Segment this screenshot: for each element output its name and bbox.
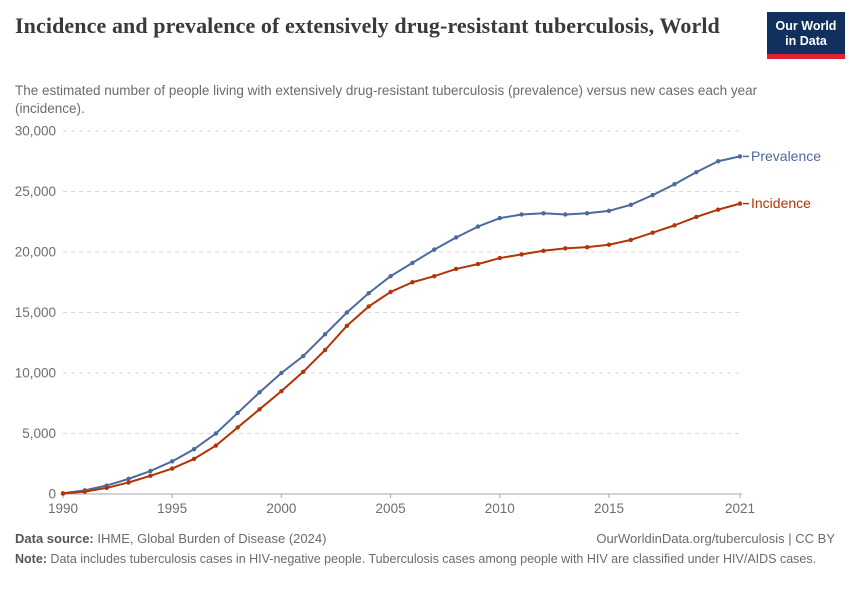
- x-tick-label: 2000: [266, 501, 296, 516]
- series-point-prevalence[interactable]: [191, 447, 197, 452]
- series-point-prevalence[interactable]: [541, 211, 546, 216]
- footer-link-text[interactable]: OurWorldinData.org/tuberculosis | CC BY: [596, 531, 835, 546]
- series-point-incidence[interactable]: [672, 223, 677, 228]
- series-point-incidence[interactable]: [628, 237, 634, 243]
- series-point-incidence[interactable]: [541, 248, 546, 253]
- series-point-prevalence[interactable]: [126, 476, 131, 482]
- series-point-prevalence[interactable]: [584, 211, 590, 216]
- series-point-prevalence[interactable]: [563, 212, 568, 217]
- series-point-incidence[interactable]: [104, 485, 109, 491]
- note-text: Note: Data includes tuberculosis cases i…: [15, 552, 835, 567]
- series-point-incidence[interactable]: [388, 289, 393, 295]
- x-tick-label: 2010: [485, 501, 515, 516]
- y-tick-label: 30,000: [15, 124, 56, 139]
- y-tick-label: 15,000: [15, 305, 56, 320]
- series-point-prevalence[interactable]: [388, 274, 393, 279]
- series-point-incidence[interactable]: [169, 466, 175, 471]
- series-point-prevalence[interactable]: [737, 154, 743, 159]
- series-point-prevalence[interactable]: [279, 370, 284, 376]
- series-point-prevalence[interactable]: [148, 468, 153, 474]
- data-source-label: Data source:: [15, 531, 94, 546]
- series-point-incidence[interactable]: [344, 323, 350, 329]
- y-tick-label: 10,000: [15, 366, 56, 381]
- series-point-incidence[interactable]: [148, 473, 153, 479]
- series-point-prevalence[interactable]: [650, 192, 655, 198]
- owid-logo: Our World in Data: [767, 12, 845, 59]
- series-point-prevalence[interactable]: [497, 215, 502, 221]
- series-point-incidence[interactable]: [694, 214, 699, 220]
- series-point-prevalence[interactable]: [628, 202, 634, 208]
- series-label-incidence[interactable]: Incidence: [751, 195, 811, 211]
- series-point-incidence[interactable]: [606, 242, 612, 247]
- series-point-incidence[interactable]: [715, 207, 721, 212]
- series-point-prevalence[interactable]: [235, 410, 240, 416]
- series-point-incidence[interactable]: [563, 246, 568, 251]
- series-point-prevalence[interactable]: [453, 235, 459, 240]
- series-point-incidence[interactable]: [126, 480, 131, 485]
- data-source-text: Data source: IHME, Global Burden of Dise…: [15, 530, 326, 547]
- y-tick-label: 25,000: [15, 184, 56, 199]
- series-point-prevalence[interactable]: [606, 208, 612, 214]
- series-point-prevalence[interactable]: [519, 212, 524, 217]
- series-point-incidence[interactable]: [60, 491, 66, 496]
- series-point-prevalence[interactable]: [410, 260, 415, 266]
- series-point-incidence[interactable]: [497, 255, 502, 261]
- series-point-incidence[interactable]: [279, 388, 284, 394]
- series-point-incidence[interactable]: [432, 274, 437, 279]
- series-point-incidence[interactable]: [301, 369, 306, 374]
- series-point-prevalence[interactable]: [169, 459, 175, 464]
- series-point-incidence[interactable]: [213, 443, 219, 448]
- x-tick-label: 2005: [376, 501, 406, 516]
- series-point-incidence[interactable]: [737, 201, 743, 206]
- chart-footer: Data source: IHME, Global Burden of Dise…: [15, 530, 835, 567]
- series-point-incidence[interactable]: [191, 456, 197, 462]
- series-point-incidence[interactable]: [322, 347, 328, 353]
- x-tick-label: 1995: [157, 501, 187, 516]
- series-point-incidence[interactable]: [650, 230, 655, 235]
- x-tick-label: 1990: [48, 501, 78, 516]
- x-tick-label: 2021: [725, 501, 755, 516]
- series-line-incidence[interactable]: [62, 202, 741, 495]
- series-point-prevalence[interactable]: [301, 353, 306, 359]
- series-point-incidence[interactable]: [584, 244, 590, 250]
- owid-logo-line2: in Data: [785, 34, 827, 48]
- series-point-prevalence[interactable]: [475, 224, 481, 229]
- series-point-incidence[interactable]: [366, 304, 371, 309]
- series-point-prevalence[interactable]: [344, 310, 350, 315]
- series-point-prevalence[interactable]: [694, 169, 699, 175]
- series-point-prevalence[interactable]: [715, 159, 721, 164]
- series-point-incidence[interactable]: [519, 252, 524, 257]
- note-label: Note:: [15, 552, 47, 566]
- series-point-incidence[interactable]: [235, 425, 240, 430]
- series-point-prevalence[interactable]: [432, 247, 437, 252]
- series-point-prevalence[interactable]: [213, 431, 219, 436]
- series-line-prevalence[interactable]: [62, 155, 741, 495]
- y-tick-label: 20,000: [15, 245, 56, 260]
- page-title: Incidence and prevalence of extensively …: [15, 13, 720, 38]
- series-point-prevalence[interactable]: [322, 332, 328, 337]
- data-source-value: IHME, Global Burden of Disease (2024): [93, 531, 327, 546]
- footer-link[interactable]: OurWorldinData.org/tuberculosis | CC BY: [596, 530, 835, 547]
- series-point-incidence[interactable]: [410, 280, 415, 285]
- series-point-incidence[interactable]: [475, 261, 481, 267]
- x-tick-label: 2015: [594, 501, 624, 516]
- series-point-prevalence[interactable]: [257, 390, 262, 395]
- owid-logo-line1: Our World: [775, 19, 837, 33]
- chart-subtitle: The estimated number of people living wi…: [15, 83, 758, 116]
- series-point-incidence[interactable]: [257, 407, 262, 412]
- note-value: Data includes tuberculosis cases in HIV-…: [46, 552, 817, 566]
- series-point-prevalence[interactable]: [366, 290, 371, 296]
- series-label-prevalence[interactable]: Prevalence: [751, 148, 821, 164]
- series-point-prevalence[interactable]: [672, 182, 677, 187]
- series-point-incidence[interactable]: [453, 266, 459, 272]
- y-tick-label: 0: [48, 487, 56, 502]
- series-point-incidence[interactable]: [82, 489, 88, 494]
- y-tick-label: 5,000: [22, 426, 56, 441]
